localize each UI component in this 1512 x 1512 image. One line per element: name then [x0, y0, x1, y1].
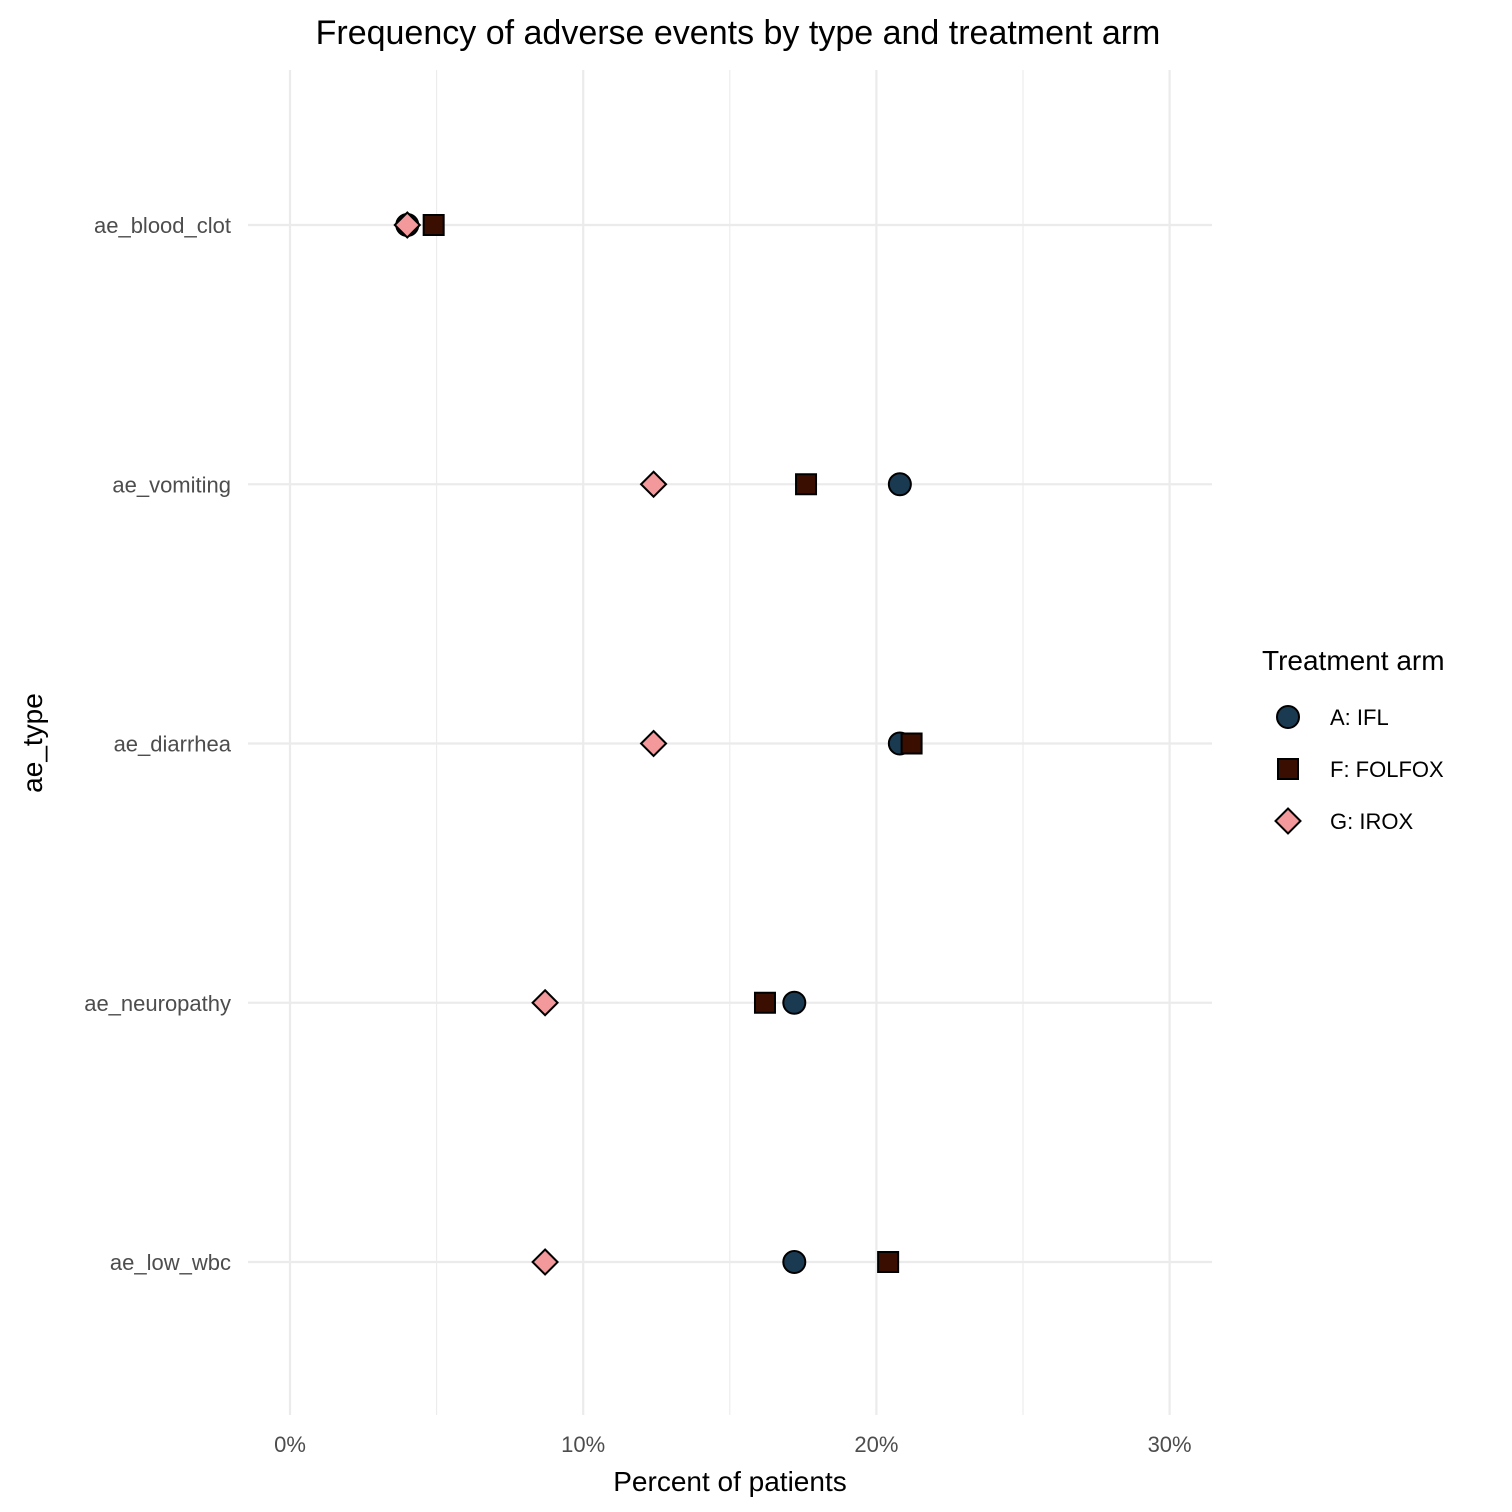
- x-tick-label: 30%: [1148, 1432, 1192, 1457]
- point-square: [900, 732, 923, 755]
- point-circle: [782, 990, 807, 1015]
- point-diamond: [531, 1248, 559, 1276]
- legend-label: G: IROX: [1330, 809, 1413, 834]
- legend-label: A: IFL: [1330, 705, 1389, 730]
- point-diamond: [393, 211, 422, 239]
- legend-key-square: [1277, 758, 1299, 780]
- legend-title: Treatment arm: [1262, 645, 1445, 676]
- point-square: [422, 214, 445, 236]
- point-diamond: [531, 988, 559, 1017]
- point-square: [877, 1251, 900, 1273]
- y-tick-label: ae_neuropathy: [84, 991, 231, 1016]
- point-diamond: [639, 729, 668, 758]
- point-circle: [887, 472, 912, 497]
- x-tick-labels: 0% 10% 20% 30%: [274, 1432, 1192, 1457]
- y-tick-label: ae_diarrhea: [114, 732, 232, 757]
- point-square: [795, 473, 818, 496]
- legend-key-diamond: [1274, 807, 1302, 835]
- legend-key-circle: [1276, 705, 1300, 729]
- x-tick-label: 0%: [274, 1432, 306, 1457]
- y-tick-label: ae_low_wbc: [110, 1250, 231, 1275]
- y-tick-label: ae_vomiting: [112, 472, 231, 497]
- x-tick-label: 10%: [561, 1432, 605, 1457]
- y-tick-label: ae_blood_clot: [94, 213, 231, 238]
- x-axis-title: Percent of patients: [613, 1466, 846, 1497]
- legend-label: F: FOLFOX: [1330, 757, 1444, 782]
- data-points: [393, 211, 923, 1276]
- legend: Treatment arm A: IFL F: FOLFOX G: IROX: [1262, 645, 1445, 835]
- y-axis-title: ae_type: [17, 693, 48, 793]
- y-tick-labels: ae_blood_clot ae_vomiting ae_diarrhea ae_ne…: [84, 213, 232, 1275]
- chart-title: Frequency of adverse events by type and …: [316, 14, 1161, 52]
- point-circle: [782, 1250, 807, 1274]
- grid-lines: [248, 70, 1212, 1415]
- point-square: [753, 991, 776, 1014]
- x-tick-label: 20%: [854, 1432, 898, 1457]
- point-diamond: [639, 470, 668, 499]
